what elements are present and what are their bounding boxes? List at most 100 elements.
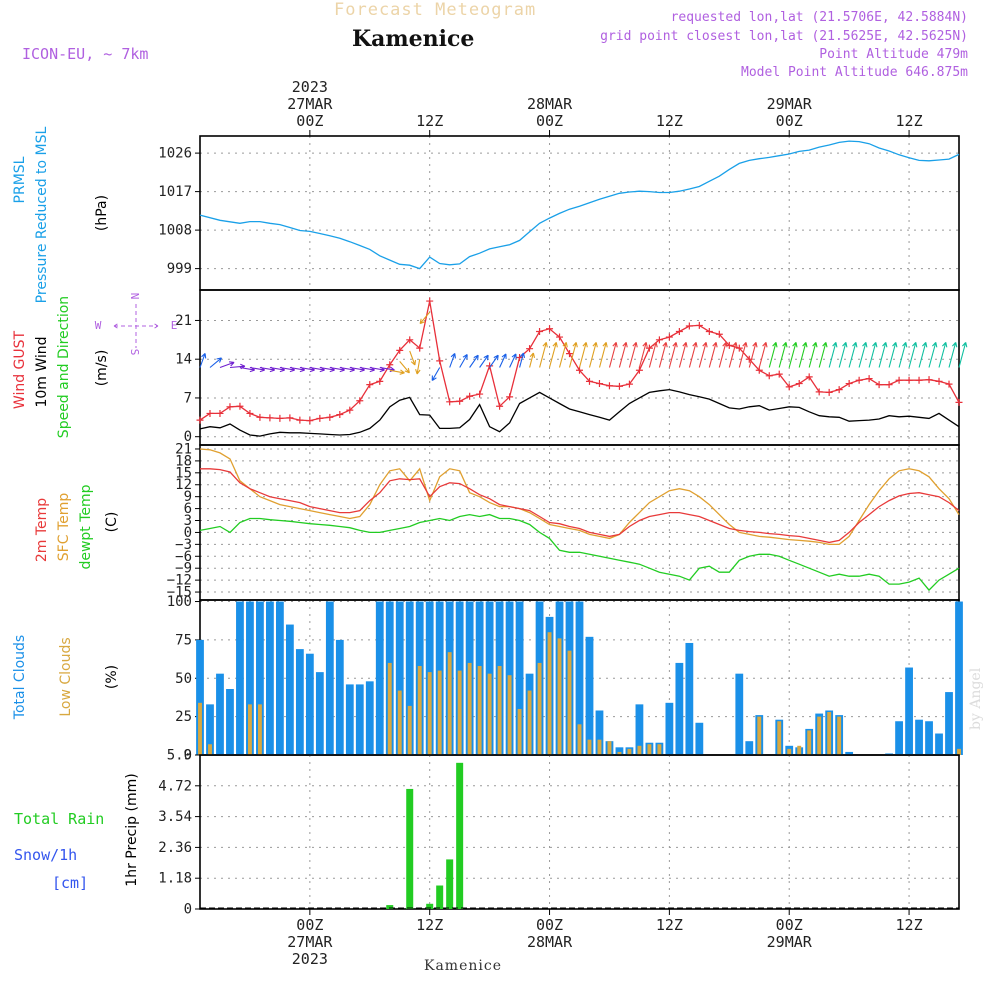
wind-direction-arrow (728, 342, 738, 368)
snow-label: Snow/1h (14, 846, 77, 864)
temperature-ytick-label: −15 (167, 585, 192, 601)
wind-gust-marker (605, 382, 613, 390)
total-cloud-bar (665, 702, 674, 755)
low-cloud-bar (607, 741, 612, 755)
wind-gust-marker (286, 414, 294, 422)
low-cloud-bar (627, 748, 632, 755)
wind-gust-marker (715, 330, 723, 338)
pressure-line (199, 140, 960, 270)
total-cloud-bar (226, 689, 234, 755)
low-cloud-bar (257, 704, 262, 755)
wind-gust-marker (196, 416, 204, 424)
wind-gust-marker (566, 350, 574, 358)
total-cloud-bar (945, 692, 953, 755)
total-cloud-bar (575, 601, 584, 755)
wind-direction-arrow (668, 342, 678, 368)
wind-direction-arrow (958, 342, 968, 368)
total-cloud-bar (515, 601, 524, 755)
wind-gust-marker (416, 344, 424, 352)
compass-cross (113, 304, 159, 348)
plot-layer: 999100810171026071421−15−12−9−6−30369121… (12, 78, 968, 968)
low-cloud-bar (487, 673, 492, 755)
low-cloud-bar (417, 665, 422, 755)
wind-gust-marker (895, 376, 903, 384)
rain-bar (386, 905, 394, 909)
wind-gust-marker (256, 413, 264, 421)
wind-gust-marker (925, 376, 933, 384)
wind-gust-marker (635, 366, 643, 374)
total-cloud-bar (405, 601, 414, 755)
wind-gust-marker (386, 361, 394, 369)
time-label-bottom: 28MAR (527, 933, 573, 951)
grid-point-coords: grid point closest lon,lat (21.5625E, 42… (600, 29, 968, 44)
wind-gust-marker (366, 381, 374, 389)
total-cloud-bar (695, 722, 704, 755)
pressure-frame (199, 135, 960, 291)
time-label-top: 27MAR (287, 95, 333, 113)
total-cloud-bar (595, 710, 604, 755)
low-cloud-bar (497, 665, 502, 755)
wind-gust-marker (695, 321, 703, 329)
wind-direction-arrow (648, 342, 658, 368)
low-cloud-bar (527, 690, 532, 755)
low-cloud-bar (757, 716, 762, 755)
low-cloud-bar (198, 702, 202, 755)
total-cloud-bar (345, 684, 354, 755)
temp-ylabel-1: 2m Temp (34, 498, 50, 562)
wind-gust-marker (576, 366, 583, 374)
total-cloud-bar (845, 751, 854, 755)
wind-gust-marker (466, 392, 474, 400)
low-cloud-bar (427, 672, 432, 755)
low-cloud-bar (807, 730, 812, 755)
wind-direction-arrow (415, 359, 421, 375)
total-cloud-bar (585, 636, 594, 755)
wind-gust-marker (735, 344, 743, 352)
wind-gust-marker (396, 346, 404, 354)
wind-gust-marker (945, 380, 953, 388)
temp-ylabel-3: dewpt Temp (78, 484, 94, 569)
sfc-temp-line (199, 448, 960, 546)
wind-direction-arrow (539, 342, 548, 368)
total-cloud-bar (635, 704, 644, 755)
y-labels: PRMSL Pressure Reduced to MSL (hPa) Wind GU… (12, 126, 177, 892)
wind-gust-marker (655, 336, 663, 344)
low-cloud-bar (247, 704, 252, 755)
low-cloud-bar (517, 708, 522, 755)
wind-gust-marker (595, 380, 603, 388)
low-cloud-bar (777, 721, 782, 755)
low-cloud-bar (457, 670, 462, 755)
pressure-unit: (hPa) (94, 195, 110, 231)
time-label-top: 00Z (776, 112, 803, 130)
wind-gust-marker (955, 398, 963, 406)
wind-direction-arrow (499, 353, 507, 368)
wind-gust-marker (336, 411, 344, 419)
wind-10m-line (199, 388, 960, 437)
total-cloud-bar (216, 673, 224, 755)
pressure-ytick-label: 999 (167, 261, 192, 277)
clouds-ytick-label: 75 (175, 632, 192, 648)
wind-gust-marker (785, 383, 793, 391)
clouds-ytick-label: 100 (167, 594, 192, 610)
temp-unit: (C) (104, 512, 120, 533)
precip-ylabel: 1hr Precip (mm) (124, 773, 140, 886)
time-label-top: 2023 (292, 78, 328, 96)
wind-direction-arrow (558, 342, 568, 368)
time-label-bottom: 2023 (292, 950, 328, 968)
cloud-ylabel-2: Low Clouds (58, 637, 74, 716)
wind-gust-marker (665, 333, 673, 341)
wind-direction-arrow (688, 342, 698, 368)
wind-gust-marker (496, 402, 504, 410)
time-label-bottom: 12Z (656, 916, 683, 934)
temperature-ytick-label: 6 (184, 501, 192, 517)
wind-gust-marker (805, 373, 813, 381)
wind-direction-arrow (698, 342, 708, 368)
low-cloud-bar (657, 744, 662, 755)
rain-bar (436, 885, 444, 909)
wind-direction-arrow (948, 342, 958, 368)
total-cloud-bar (355, 684, 364, 755)
time-label-top: 12Z (656, 112, 683, 130)
rain-bar (456, 762, 464, 909)
wind-gust-marker (266, 414, 274, 422)
